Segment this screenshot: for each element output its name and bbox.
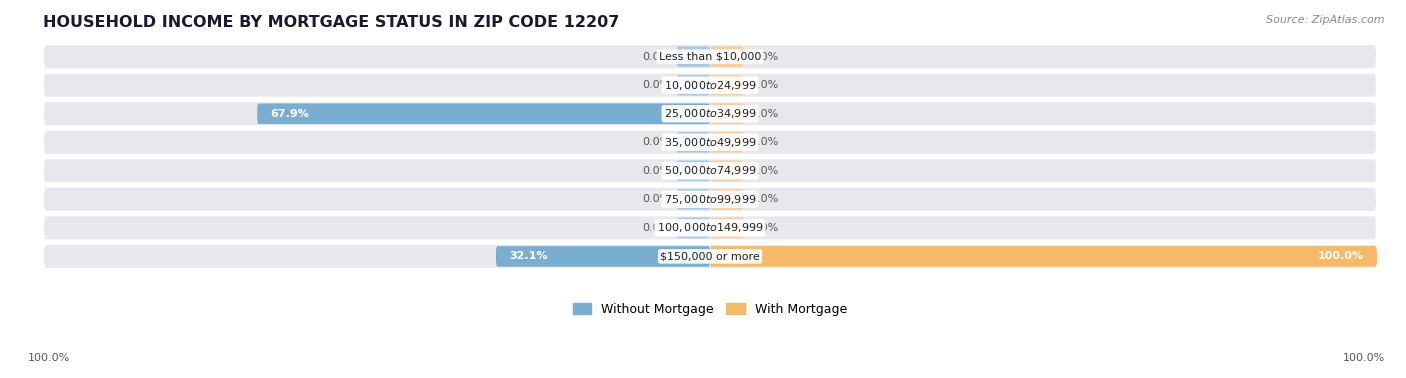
FancyBboxPatch shape [496, 246, 710, 267]
Text: Source: ZipAtlas.com: Source: ZipAtlas.com [1267, 15, 1385, 25]
FancyBboxPatch shape [710, 104, 744, 124]
Text: $100,000 to $149,999: $100,000 to $149,999 [657, 222, 763, 234]
FancyBboxPatch shape [676, 218, 710, 238]
Text: 0.0%: 0.0% [749, 166, 779, 176]
FancyBboxPatch shape [44, 187, 1376, 212]
Text: 32.1%: 32.1% [509, 251, 548, 262]
Text: $25,000 to $34,999: $25,000 to $34,999 [664, 107, 756, 120]
Text: 0.0%: 0.0% [749, 194, 779, 204]
FancyBboxPatch shape [676, 46, 710, 67]
Legend: Without Mortgage, With Mortgage: Without Mortgage, With Mortgage [568, 298, 852, 321]
FancyBboxPatch shape [44, 101, 1376, 126]
FancyBboxPatch shape [44, 130, 1376, 155]
FancyBboxPatch shape [676, 132, 710, 153]
Text: 0.0%: 0.0% [749, 52, 779, 62]
Text: 0.0%: 0.0% [749, 109, 779, 119]
FancyBboxPatch shape [676, 189, 710, 210]
Text: 0.0%: 0.0% [749, 80, 779, 90]
Text: 100.0%: 100.0% [1317, 251, 1364, 262]
Text: 0.0%: 0.0% [641, 194, 671, 204]
Text: $35,000 to $49,999: $35,000 to $49,999 [664, 136, 756, 149]
Text: 100.0%: 100.0% [1343, 353, 1385, 363]
Text: 0.0%: 0.0% [641, 166, 671, 176]
FancyBboxPatch shape [710, 46, 744, 67]
FancyBboxPatch shape [710, 75, 744, 96]
Text: 0.0%: 0.0% [641, 52, 671, 62]
Text: 0.0%: 0.0% [749, 137, 779, 147]
FancyBboxPatch shape [710, 218, 744, 238]
Text: 0.0%: 0.0% [749, 223, 779, 233]
FancyBboxPatch shape [44, 158, 1376, 183]
Text: 0.0%: 0.0% [641, 80, 671, 90]
FancyBboxPatch shape [676, 75, 710, 96]
FancyBboxPatch shape [257, 104, 710, 124]
FancyBboxPatch shape [44, 73, 1376, 98]
FancyBboxPatch shape [44, 215, 1376, 240]
FancyBboxPatch shape [710, 246, 1376, 267]
Text: 67.9%: 67.9% [270, 109, 309, 119]
Text: HOUSEHOLD INCOME BY MORTGAGE STATUS IN ZIP CODE 12207: HOUSEHOLD INCOME BY MORTGAGE STATUS IN Z… [44, 15, 620, 30]
FancyBboxPatch shape [44, 44, 1376, 69]
FancyBboxPatch shape [676, 161, 710, 181]
FancyBboxPatch shape [710, 161, 744, 181]
Text: $50,000 to $74,999: $50,000 to $74,999 [664, 164, 756, 177]
FancyBboxPatch shape [710, 132, 744, 153]
Text: $150,000 or more: $150,000 or more [661, 251, 759, 262]
FancyBboxPatch shape [710, 189, 744, 210]
FancyBboxPatch shape [44, 244, 1376, 269]
Text: $75,000 to $99,999: $75,000 to $99,999 [664, 193, 756, 206]
Text: 0.0%: 0.0% [641, 223, 671, 233]
Text: 0.0%: 0.0% [641, 137, 671, 147]
Text: Less than $10,000: Less than $10,000 [659, 52, 761, 62]
Text: 100.0%: 100.0% [28, 353, 70, 363]
Text: $10,000 to $24,999: $10,000 to $24,999 [664, 79, 756, 92]
